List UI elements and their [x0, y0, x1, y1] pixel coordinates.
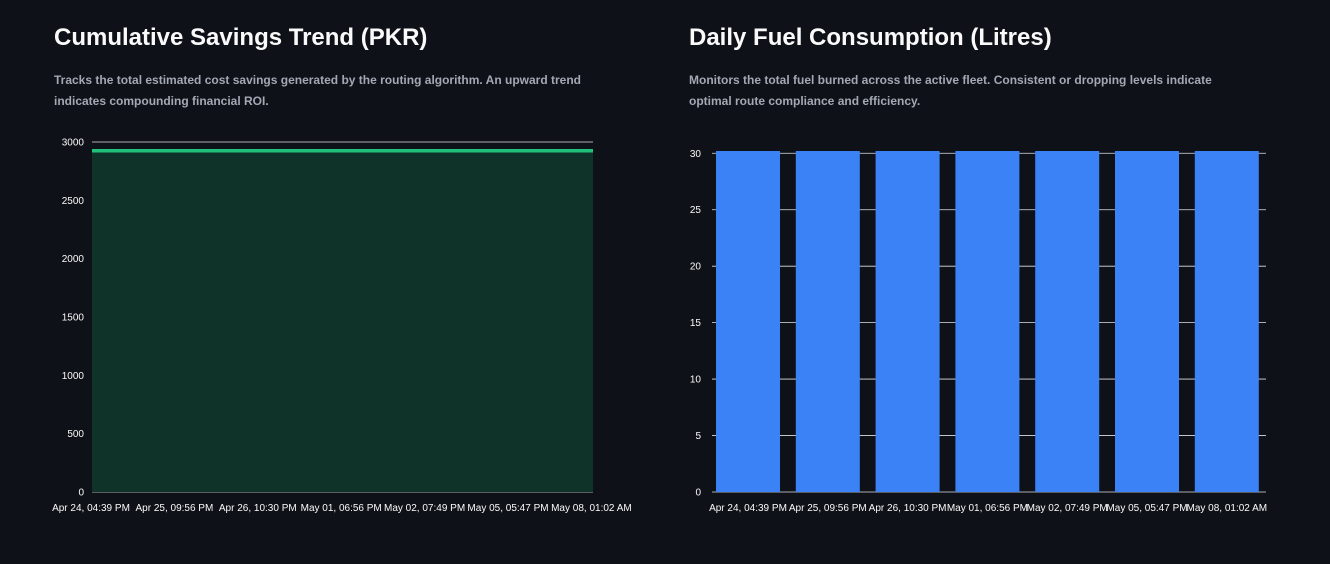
savings-y-tick-label: 1500: [62, 313, 85, 324]
fuel-bar: [795, 151, 860, 492]
fuel-bar: [1115, 151, 1179, 492]
fuel-chart-title: Daily Fuel Consumption (Litres): [689, 24, 1052, 51]
fuel-bar: [955, 151, 1020, 492]
savings-x-tick-label: Apr 26, 10:30 PM: [219, 503, 297, 514]
fuel-bar: [1035, 151, 1100, 492]
fuel-y-tick-label: 10: [690, 375, 702, 386]
fuel-y-tick-label: 5: [695, 431, 701, 442]
fuel-x-tick-label: Apr 24, 04:39 PM: [709, 503, 787, 514]
fuel-y-tick-label: 20: [690, 262, 702, 273]
fuel-x-tick-label: May 05, 05:47 PM: [1106, 503, 1187, 514]
savings-area-fill: [92, 150, 593, 492]
fuel-bar: [716, 151, 780, 492]
savings-x-tick-label: May 02, 07:49 PM: [384, 503, 465, 514]
savings-y-tick-label: 0: [78, 488, 84, 499]
savings-x-tick-label: May 05, 05:47 PM: [467, 503, 548, 514]
fuel-x-tick-label: May 01, 06:56 PM: [947, 503, 1028, 514]
fuel-y-tick-label: 15: [690, 318, 702, 329]
savings-x-tick-label: Apr 25, 09:56 PM: [135, 503, 213, 514]
savings-y-tick-label: 2500: [62, 196, 85, 207]
fuel-x-tick-label: Apr 26, 10:30 PM: [869, 503, 947, 514]
savings-chart-title: Cumulative Savings Trend (PKR): [54, 24, 428, 51]
savings-x-tick-label: May 08, 01:02 AM: [551, 503, 632, 514]
savings-chart-description: Tracks the total estimated cost savings …: [54, 73, 581, 108]
fuel-chart-description: Monitors the total fuel burned across th…: [689, 73, 1212, 108]
savings-y-tick-label: 500: [67, 429, 84, 440]
fuel-x-tick-label: May 02, 07:49 PM: [1027, 503, 1108, 514]
savings-x-tick-label: May 01, 06:56 PM: [301, 503, 382, 514]
fuel-bar: [1194, 151, 1259, 492]
savings-area-chart: 0 500 1000 1500 2000 2500 3000 Apr 24, 04:39 PM…: [52, 138, 632, 515]
savings-y-tick-label: 2000: [62, 254, 85, 265]
savings-x-tick-label: Apr 24, 04:39 PM: [52, 503, 130, 514]
fuel-y-tick-label: 30: [690, 149, 702, 160]
fuel-y-tick-label: 0: [695, 488, 701, 499]
fuel-bar: [875, 151, 940, 492]
savings-y-tick-label: 1000: [62, 371, 85, 382]
fuel-x-tick-label: May 08, 01:02 AM: [1186, 503, 1267, 514]
savings-y-tick-label: 3000: [62, 138, 85, 149]
fuel-y-tick-label: 25: [690, 205, 702, 216]
fuel-x-tick-label: Apr 25, 09:56 PM: [789, 503, 867, 514]
